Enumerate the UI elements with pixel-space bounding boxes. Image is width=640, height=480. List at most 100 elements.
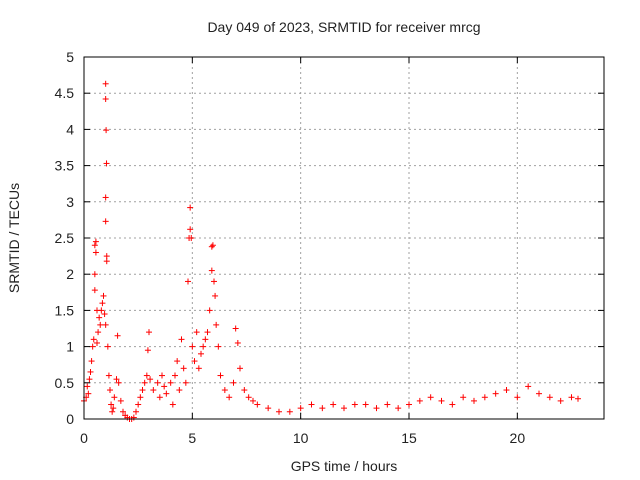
data-point	[202, 336, 209, 343]
data-point	[102, 194, 109, 201]
data-point	[91, 287, 98, 294]
data-point	[195, 365, 202, 372]
y-tick-label: 3.5	[55, 158, 75, 174]
data-point	[212, 292, 219, 299]
data-point	[193, 329, 200, 336]
data-point	[163, 390, 170, 397]
data-point	[341, 405, 347, 412]
chart-title: Day 049 of 2023, SRMTID for receiver mrc…	[207, 19, 480, 35]
data-point	[103, 253, 110, 260]
data-point	[88, 358, 95, 365]
data-point	[209, 242, 216, 249]
data-point	[107, 387, 113, 394]
data-point	[406, 401, 412, 408]
data-point	[172, 372, 178, 379]
data-point	[189, 343, 196, 350]
data-point	[103, 258, 110, 265]
data-point	[232, 325, 239, 332]
data-point	[213, 321, 220, 328]
data-point	[276, 408, 282, 415]
data-point	[98, 307, 105, 314]
data-point	[460, 394, 467, 401]
data-point	[84, 383, 91, 390]
data-point	[191, 358, 198, 365]
data-point	[178, 336, 185, 343]
y-axis-label: SRMTID / TECUs	[6, 183, 22, 293]
y-tick-label: 3	[66, 194, 74, 210]
data-point	[141, 379, 148, 386]
data-point	[111, 394, 118, 401]
data-point	[137, 394, 144, 401]
data-point	[97, 321, 104, 328]
data-point	[211, 278, 217, 285]
data-point	[514, 394, 521, 401]
data-point	[85, 390, 92, 397]
data-point	[114, 332, 121, 339]
data-point	[143, 372, 150, 379]
data-point	[139, 387, 146, 394]
data-point	[198, 350, 204, 357]
data-point	[221, 387, 228, 394]
grid-layer	[84, 57, 604, 419]
y-tick-label: 2	[66, 266, 74, 282]
y-tick-label: 1.5	[55, 302, 75, 318]
x-tick-label: 15	[401, 430, 417, 446]
data-point	[438, 397, 445, 404]
data-point	[161, 383, 168, 390]
data-point	[103, 127, 110, 134]
data-point	[230, 379, 237, 386]
data-point	[575, 395, 581, 402]
data-point	[362, 401, 369, 408]
data-point	[115, 379, 122, 386]
data-point	[86, 376, 93, 383]
data-point	[503, 387, 510, 394]
data-point	[117, 397, 124, 404]
data-point	[133, 408, 139, 415]
data-point	[95, 329, 102, 336]
data-point	[427, 394, 434, 401]
data-point	[176, 387, 183, 394]
data-point	[90, 336, 97, 343]
data-point	[187, 226, 194, 233]
data-point	[234, 339, 241, 346]
data-point	[557, 397, 564, 404]
data-point	[250, 397, 256, 404]
y-tick-label: 4	[66, 121, 74, 137]
data-point	[91, 271, 98, 278]
data-marks	[81, 80, 581, 422]
x-tick-label: 20	[510, 430, 526, 446]
data-point	[226, 394, 233, 401]
data-point	[525, 383, 532, 390]
data-point	[156, 394, 163, 401]
data-point	[144, 347, 151, 354]
data-point	[103, 160, 110, 167]
data-point	[351, 401, 358, 408]
data-point	[135, 401, 142, 408]
data-point	[159, 372, 165, 379]
data-point	[395, 405, 402, 412]
data-point	[492, 390, 499, 397]
data-point	[188, 235, 195, 241]
data-point	[147, 376, 154, 383]
data-point	[104, 343, 111, 350]
x-axis-label: GPS time / hours	[291, 458, 398, 474]
data-point	[208, 243, 215, 250]
data-point	[449, 401, 456, 408]
data-point	[536, 390, 542, 397]
data-point	[101, 311, 108, 318]
data-point	[102, 321, 109, 328]
data-point	[384, 401, 391, 408]
data-point	[254, 401, 261, 408]
data-point	[308, 401, 315, 408]
data-point	[215, 343, 222, 350]
data-point	[130, 414, 137, 421]
data-point	[91, 242, 98, 249]
data-point	[182, 379, 189, 386]
data-point	[169, 401, 176, 408]
data-point	[416, 397, 423, 404]
data-point	[92, 238, 99, 245]
y-tick-label: 0.5	[55, 375, 75, 391]
data-point	[330, 401, 337, 408]
y-tick-label: 5	[66, 49, 74, 65]
